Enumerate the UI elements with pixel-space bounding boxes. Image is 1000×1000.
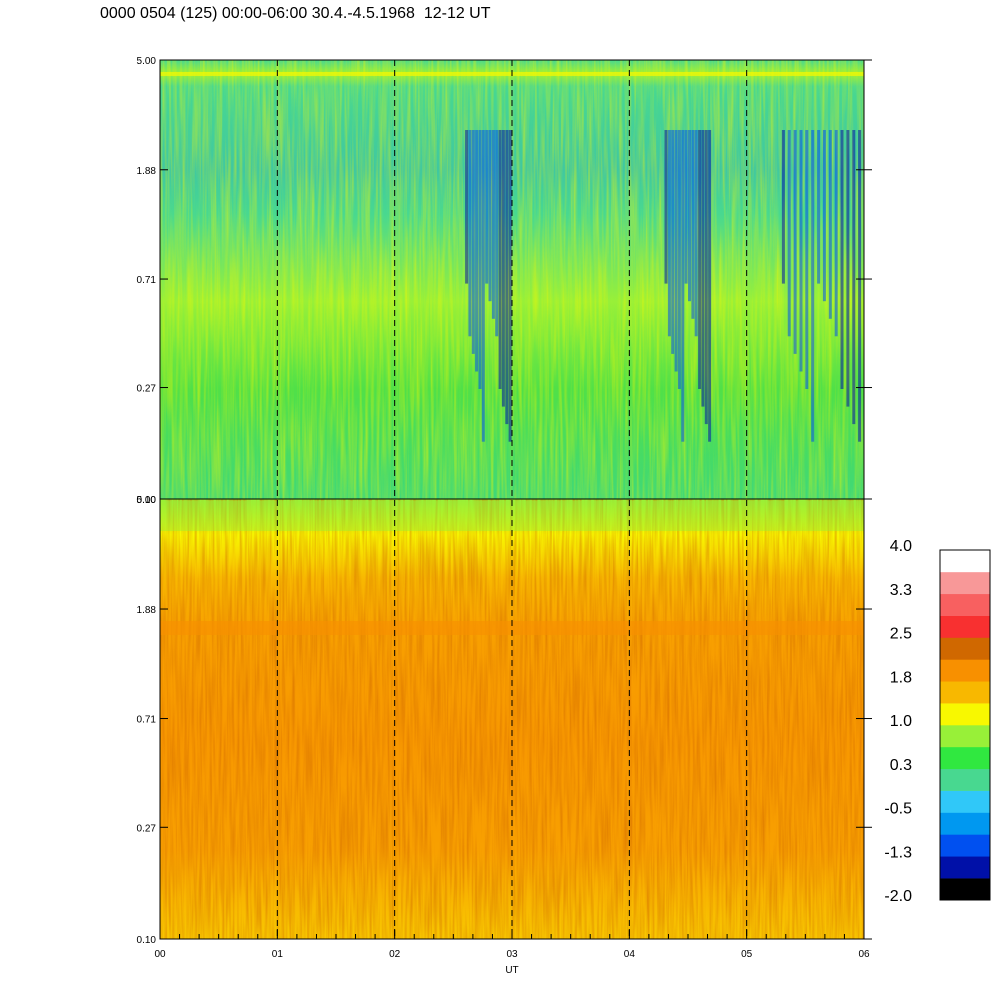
y-tick-label: 0.27 xyxy=(137,823,157,834)
colorbar-swatch xyxy=(940,703,990,726)
upper-blue-feature xyxy=(684,130,688,284)
colorbar-tick-label: -1.3 xyxy=(884,844,912,861)
y-tick-label: 0.10 xyxy=(137,495,157,506)
upper-blue-feature xyxy=(664,130,668,284)
x-tick-label: 00 xyxy=(154,949,166,960)
x-tick-label: 06 xyxy=(858,949,870,960)
upper-blue-feature xyxy=(488,130,492,302)
upper-blue-feature xyxy=(485,130,489,284)
upper-blue-feature xyxy=(475,130,479,372)
axes: 0.100.270.711.885.000.100.270.711.885.00… xyxy=(137,56,872,960)
upper-blue-feature xyxy=(498,130,502,389)
y-tick-label: 5.00 xyxy=(137,56,157,67)
colorbar-swatch xyxy=(940,790,990,813)
upper-blue-feature xyxy=(491,130,495,319)
x-tick-label: 05 xyxy=(741,949,753,960)
colorbar-swatch xyxy=(940,593,990,616)
colorbar-swatch xyxy=(940,681,990,704)
colorbar-swatch xyxy=(940,571,990,595)
upper-blue-feature xyxy=(811,130,815,442)
upper-blue-feature xyxy=(701,130,705,407)
upper-blue-feature xyxy=(501,130,505,407)
colorbar-swatch xyxy=(940,856,990,879)
upper-blue-feature xyxy=(505,130,509,425)
y-tick-label: 0.71 xyxy=(137,275,157,286)
y-tick-label: 0.71 xyxy=(137,715,157,726)
x-tick-label: 01 xyxy=(272,949,284,960)
colorbar-swatch xyxy=(940,550,990,573)
upper-blue-feature xyxy=(793,130,797,354)
colorbar-tick-label: 1.0 xyxy=(890,713,912,730)
upper-blue-feature xyxy=(478,130,482,389)
y-tick-label: 0.27 xyxy=(137,384,157,395)
upper-blue-feature xyxy=(471,130,475,354)
colorbar-tick-label: -2.0 xyxy=(884,888,912,905)
colorbar-swatch xyxy=(940,812,990,835)
upper-blue-feature xyxy=(822,130,826,302)
upper-blue-feature xyxy=(681,130,685,442)
upper-blue-feature xyxy=(708,130,712,442)
colorbar-tick-label: 4.0 xyxy=(890,538,912,555)
upper-blue-feature xyxy=(852,130,856,425)
x-tick-label: 04 xyxy=(624,949,636,960)
colorbar-swatch xyxy=(940,834,990,857)
upper-blue-feature xyxy=(468,130,472,337)
upper-blue-feature xyxy=(846,130,850,407)
colorbar-swatch xyxy=(940,725,990,748)
upper-blue-feature xyxy=(481,130,485,442)
colorbar-swatch xyxy=(940,768,990,791)
upper-blue-feature xyxy=(858,130,862,442)
upper-blue-feature xyxy=(674,130,678,372)
colorbar-swatch xyxy=(940,878,990,901)
colorbar-swatch xyxy=(940,637,990,660)
upper-blue-feature xyxy=(828,130,832,319)
y-tick-label: 1.88 xyxy=(137,605,157,616)
colorbar-swatch xyxy=(940,746,990,770)
colorbar: 4.0 3.3 2.5 1.8 1.0 0.3 -0.5 -1.3 -2.0 xyxy=(884,538,991,905)
upper-blue-feature xyxy=(781,130,785,284)
upper-blue-feature xyxy=(508,130,512,442)
colorbar-swatch xyxy=(940,659,990,682)
x-axis-label: UT xyxy=(505,965,518,976)
colorbar-tick-label: 0.3 xyxy=(890,757,912,774)
y-tick-label: 0.10 xyxy=(137,935,157,946)
colorbar-tick-label: 2.5 xyxy=(890,626,912,643)
upper-blue-feature xyxy=(495,130,499,337)
upper-blue-feature xyxy=(694,130,698,337)
upper-blue-feature xyxy=(704,130,708,425)
lower-orange-band xyxy=(160,621,864,635)
colorbar-swatch xyxy=(940,615,990,638)
colorbar-frame xyxy=(939,549,991,901)
upper-blue-feature xyxy=(691,130,695,319)
upper-blue-feature xyxy=(465,130,469,284)
y-tick-label: 1.88 xyxy=(137,166,157,177)
colorbar-tick-label: -0.5 xyxy=(884,801,912,818)
chart-title: 0000 0504 (125) 00:00-06:00 30.4.-4.5.19… xyxy=(100,5,491,22)
upper-blue-feature xyxy=(840,130,844,389)
upper-blue-feature xyxy=(698,130,702,389)
upper-panel-features xyxy=(160,72,864,442)
upper-blue-feature xyxy=(688,130,691,302)
upper-blue-feature xyxy=(799,130,803,372)
hour-grid-lines xyxy=(276,60,748,939)
upper-blue-feature xyxy=(834,130,838,337)
upper-blue-feature xyxy=(787,130,791,337)
colorbar-tick-label: 1.8 xyxy=(890,669,912,686)
upper-blue-feature xyxy=(817,130,821,284)
upper-blue-feature xyxy=(677,130,681,389)
colorbar-tick-label: 3.3 xyxy=(890,582,912,599)
upper-blue-feature xyxy=(671,130,675,354)
y-tick-label: 5.00 xyxy=(137,495,157,506)
x-tick-label: 03 xyxy=(506,949,518,960)
upper-blue-feature xyxy=(667,130,671,337)
x-tick-label: 02 xyxy=(389,949,401,960)
upper-blue-feature xyxy=(805,130,809,389)
